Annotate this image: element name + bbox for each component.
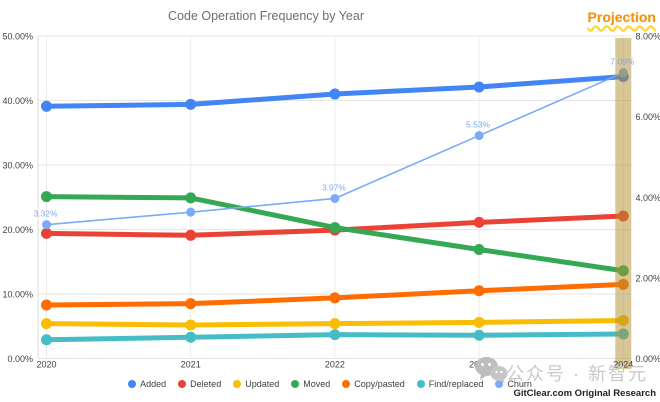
legend-item-added[interactable]: Added [128,379,166,389]
right-axis-tick: 2.00% [636,273,660,283]
point-label-churn-2024: 7.09% [610,57,635,67]
right-axis-tick: 0.00% [636,354,660,364]
legend-label: Copy/pasted [354,379,405,389]
point-moved-2022[interactable] [329,222,341,234]
right-axis-tick: 8.00% [636,32,660,42]
legend-dot-added [128,380,137,388]
x-axis-tick-2024: 2024 [613,360,633,370]
legend-item-copy-pasted[interactable]: Copy/pasted [342,379,405,389]
x-axis-tick-2022: 2022 [325,360,345,370]
legend-label: Find/replaced [428,379,484,389]
point-find-replaced-2021[interactable] [185,331,197,343]
right-axis-tick: 4.00% [636,193,660,203]
chart-legend: Added Deleted Updated Moved Copy/pasted Find/… [0,379,660,389]
chart-title: Code Operation Frequency by Year [168,9,364,23]
left-axis-tick: 10.00% [2,290,33,300]
legend-dot-churn [495,380,504,388]
watermark-text: 公众号 · 新智元 [506,364,648,384]
point-copy-pasted-2023[interactable] [473,285,485,297]
point-label-churn-2023: 5.53% [466,120,491,130]
right-axis-tick: 6.00% [636,112,660,122]
point-added-2021[interactable] [185,98,197,110]
legend-dot-updated [233,380,242,388]
legend-item-updated[interactable]: Updated [233,379,279,389]
point-updated-2023[interactable] [473,316,485,328]
credit-text: GitClear.com Original Research [513,388,656,399]
point-moved-2021[interactable] [185,192,197,204]
x-axis-tick-2020: 2020 [36,360,56,370]
legend-dot-deleted [178,380,187,388]
x-axis-tick-2021: 2021 [181,360,201,370]
left-axis-tick: 50.00% [2,32,33,42]
point-deleted-2023[interactable] [473,216,485,228]
point-copy-pasted-2020[interactable] [41,299,52,311]
left-axis-tick: 40.00% [2,96,33,106]
wechat-icon [474,356,508,389]
point-moved-2020[interactable] [41,191,52,203]
point-added-2023[interactable] [473,81,485,93]
point-label-churn-2022: 3.97% [322,182,347,192]
point-moved-2023[interactable] [473,243,485,255]
point-find-replaced-2020[interactable] [41,334,52,346]
point-deleted-2020[interactable] [41,227,52,239]
projection-label: Projection [587,9,656,25]
point-updated-2020[interactable] [41,318,52,330]
point-churn-2020[interactable] [42,220,51,230]
point-churn-2022[interactable] [330,193,340,203]
point-find-replaced-2022[interactable] [329,329,341,341]
left-axis-tick: 30.00% [2,161,33,171]
legend-label: Updated [245,379,280,389]
point-updated-2021[interactable] [185,319,197,331]
left-axis-tick: 20.00% [2,225,33,235]
point-churn-2023[interactable] [474,131,484,141]
projection-band [615,38,632,369]
point-find-replaced-2023[interactable] [473,329,485,341]
legend-label: Deleted [190,379,222,389]
legend-dot-copy-pasted [342,380,351,388]
left-axis-tick: 0.00% [7,354,33,364]
legend-label: Moved [303,379,331,389]
point-churn-2021[interactable] [186,207,196,217]
point-added-2022[interactable] [329,88,341,100]
legend-item-find-replaced[interactable]: Find/replaced [416,379,484,389]
point-label-churn-2020: 3.32% [33,209,58,219]
legend-label: Churn [507,379,532,389]
legend-label: Added [140,379,167,389]
legend-dot-moved [291,380,300,388]
legend-item-moved[interactable]: Moved [291,379,330,389]
point-added-2020[interactable] [41,100,52,112]
point-deleted-2021[interactable] [185,229,197,241]
legend-dot-find-replaced [416,380,425,388]
legend-item-deleted[interactable]: Deleted [178,379,221,389]
legend-item-churn[interactable]: Churn [495,379,532,389]
point-updated-2022[interactable] [329,318,341,330]
point-copy-pasted-2021[interactable] [185,298,197,310]
point-copy-pasted-2022[interactable] [329,292,341,304]
